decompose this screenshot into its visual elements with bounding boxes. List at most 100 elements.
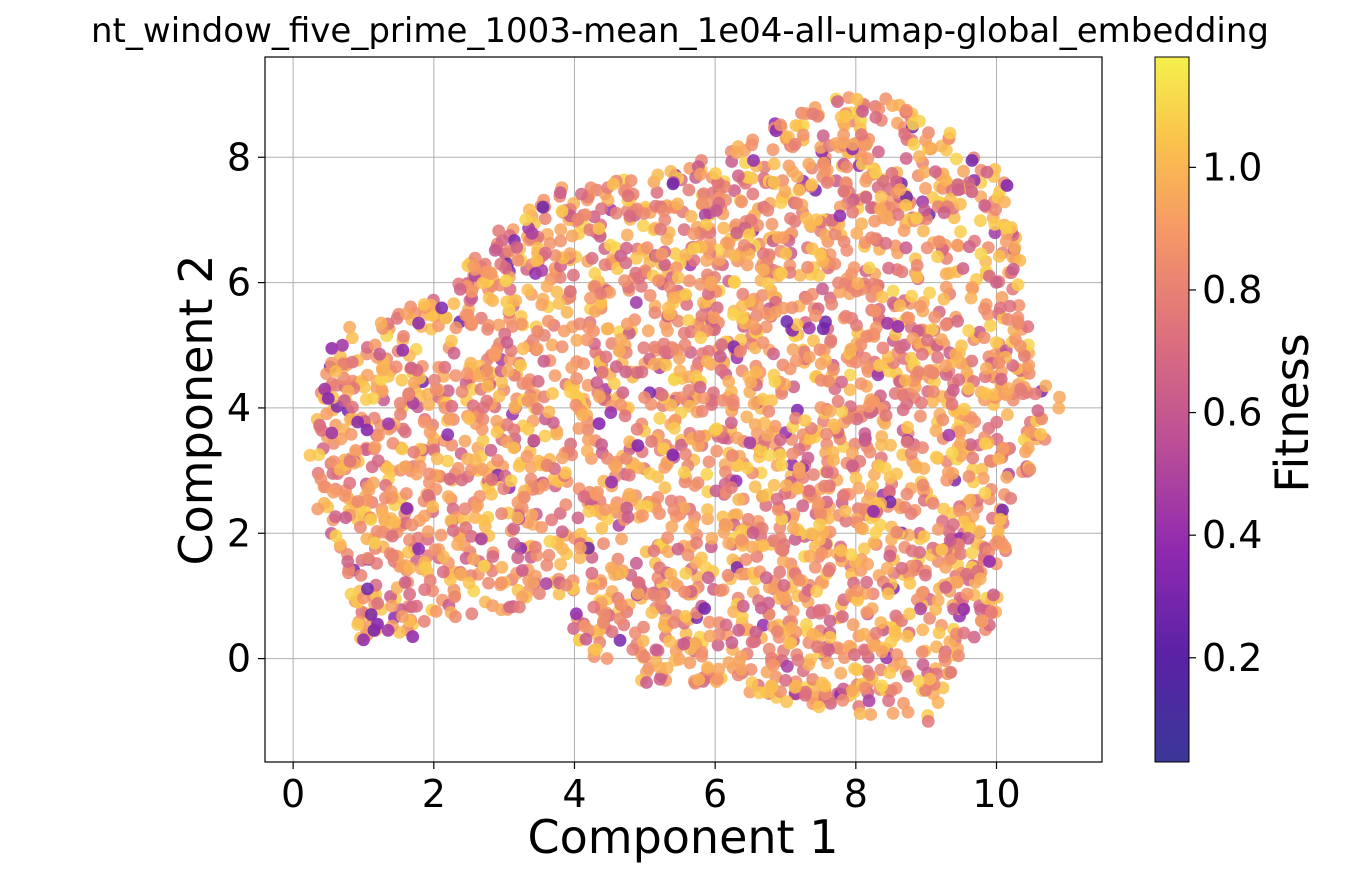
scatter-point <box>814 357 828 371</box>
scatter-point <box>325 426 339 440</box>
scatter-point <box>383 547 397 560</box>
scatter-point <box>476 276 490 290</box>
scatter-point <box>727 398 740 412</box>
scatter-point <box>907 137 921 151</box>
scatter-point <box>833 200 847 214</box>
scatter-point <box>1000 471 1014 484</box>
scatter-point <box>540 280 554 293</box>
scatter-point <box>421 525 435 538</box>
scatter-point <box>858 542 871 556</box>
scatter-point <box>780 695 793 709</box>
scatter-point <box>937 502 951 516</box>
scatter-point <box>977 331 991 345</box>
scatter-point <box>850 584 864 598</box>
scatter-point <box>965 354 979 368</box>
scatter-point <box>793 268 807 282</box>
scatter-point <box>678 475 692 489</box>
scatter-point <box>713 253 726 267</box>
scatter-point <box>943 126 957 140</box>
y-tick-label: 4 <box>227 386 251 430</box>
scatter-point <box>705 532 719 545</box>
scatter-point <box>590 376 604 389</box>
scatter-point <box>572 422 586 435</box>
scatter-point <box>687 227 701 241</box>
scatter-point <box>945 446 959 460</box>
colorbar-ticks: 0.2 0.4 0.6 0.8 1.0 <box>1189 145 1262 680</box>
scatter-point <box>552 587 566 601</box>
scatter-point <box>339 511 353 524</box>
scatter-point <box>351 495 365 508</box>
scatter-point <box>417 415 431 429</box>
scatter-point <box>636 634 650 648</box>
scatter-point <box>849 355 863 369</box>
scatter-point <box>756 247 770 260</box>
scatter-point <box>824 334 838 347</box>
scatter-point <box>899 199 913 212</box>
scatter-point <box>647 544 661 558</box>
scatter-point <box>840 244 854 257</box>
scatter-point <box>366 392 380 405</box>
scatter-point <box>1011 317 1025 330</box>
scatter-point <box>904 507 918 520</box>
scatter-point <box>813 518 826 532</box>
scatter-point <box>980 361 993 375</box>
scatter-point <box>476 401 490 415</box>
scatter-point <box>806 107 820 121</box>
scatter-point <box>873 359 886 372</box>
scatter-point <box>637 219 650 233</box>
scatter-point <box>992 356 1006 369</box>
scatter-point <box>851 594 864 607</box>
scatter-point <box>920 241 934 255</box>
scatter-point <box>466 399 480 413</box>
scatter-point <box>482 576 495 590</box>
scatter-point <box>396 610 409 623</box>
scatter-point <box>609 360 623 373</box>
scatter-point <box>839 514 853 528</box>
scatter-point <box>831 394 845 408</box>
scatter-point <box>580 444 594 458</box>
scatter-point <box>710 444 724 458</box>
scatter-point <box>663 281 677 294</box>
scatter-point <box>961 531 975 545</box>
scatter-point <box>554 186 567 200</box>
scatter-point <box>520 450 534 463</box>
y-axis-ticks: 0 2 4 6 8 <box>227 135 265 681</box>
scatter-point <box>695 309 709 323</box>
scatter-point <box>837 184 851 198</box>
scatter-point <box>992 523 1005 537</box>
scatter-point <box>837 128 850 142</box>
scatter-point <box>1016 387 1030 401</box>
scatter-point <box>418 583 432 597</box>
scatter-point <box>695 645 709 659</box>
scatter-point <box>891 208 905 221</box>
scatter-point <box>650 186 664 199</box>
scatter-point <box>771 503 785 517</box>
scatter-point <box>883 666 897 680</box>
scatter-point <box>615 532 628 546</box>
scatter-point <box>423 425 437 439</box>
scatter-point <box>462 576 476 590</box>
scatter-point <box>820 176 834 189</box>
scatter-point <box>896 403 910 417</box>
scatter-point <box>867 536 881 549</box>
scatter-point <box>651 168 665 182</box>
scatter-point <box>854 521 868 535</box>
scatter-point <box>852 481 866 495</box>
scatter-point <box>511 253 525 267</box>
scatter-point <box>611 552 625 566</box>
scatter-point <box>788 680 802 694</box>
scatter-point <box>951 238 964 252</box>
scatter-point <box>513 600 526 614</box>
scatter-point <box>952 373 966 387</box>
scatter-point <box>916 478 930 492</box>
scatter-point <box>844 548 858 561</box>
scatter-point <box>501 364 515 378</box>
scatter-point <box>640 676 653 689</box>
scatter-point <box>717 526 731 539</box>
scatter-point <box>921 715 935 728</box>
scatter-point <box>800 618 813 631</box>
scatter-point <box>619 365 633 379</box>
scatter-point <box>715 363 728 377</box>
scatter-point <box>587 324 600 338</box>
scatter-point <box>867 639 881 653</box>
